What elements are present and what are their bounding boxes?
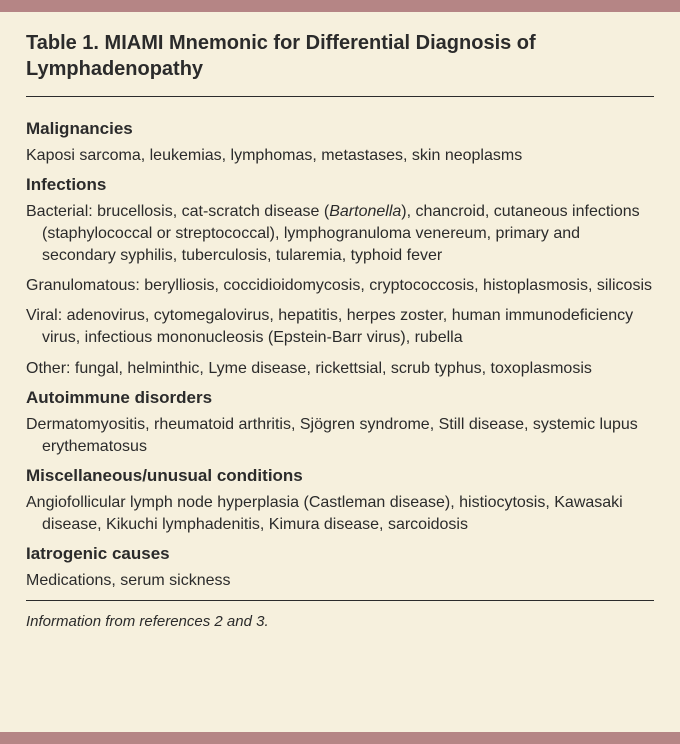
table-footnote: Information from references 2 and 3. xyxy=(26,613,654,630)
category-item: Angiofollicular lymph node hyperplasia (… xyxy=(26,492,654,536)
category-heading: Miscellaneous/unusual conditions xyxy=(26,466,654,486)
table-container: Table 1. MIAMI Mnemonic for Differential… xyxy=(0,0,680,744)
italic-term: Bartonella xyxy=(329,203,401,220)
category-heading: Iatrogenic causes xyxy=(26,544,654,564)
category-item: Medications, serum sickness xyxy=(26,570,654,592)
category-heading: Autoimmune disorders xyxy=(26,388,654,408)
category-item: Viral: adenovirus, cytomegalovirus, hepa… xyxy=(26,305,654,349)
category-item: Granulomatous: berylliosis, coccidioidom… xyxy=(26,275,654,297)
category-item: Bacterial: brucellosis, cat-scratch dise… xyxy=(26,201,654,267)
category-item: Dermatomyositis, rheumatoid arthritis, S… xyxy=(26,414,654,458)
table-body: Malignancies Kaposi sarcoma, leukemias, l… xyxy=(26,97,654,592)
category-item: Other: fungal, helminthic, Lyme disease,… xyxy=(26,358,654,380)
category-heading: Infections xyxy=(26,175,654,195)
rule-bottom xyxy=(26,600,654,601)
category-item: Kaposi sarcoma, leukemias, lymphomas, me… xyxy=(26,145,654,167)
category-heading: Malignancies xyxy=(26,119,654,139)
table-title: Table 1. MIAMI Mnemonic for Differential… xyxy=(26,30,654,82)
